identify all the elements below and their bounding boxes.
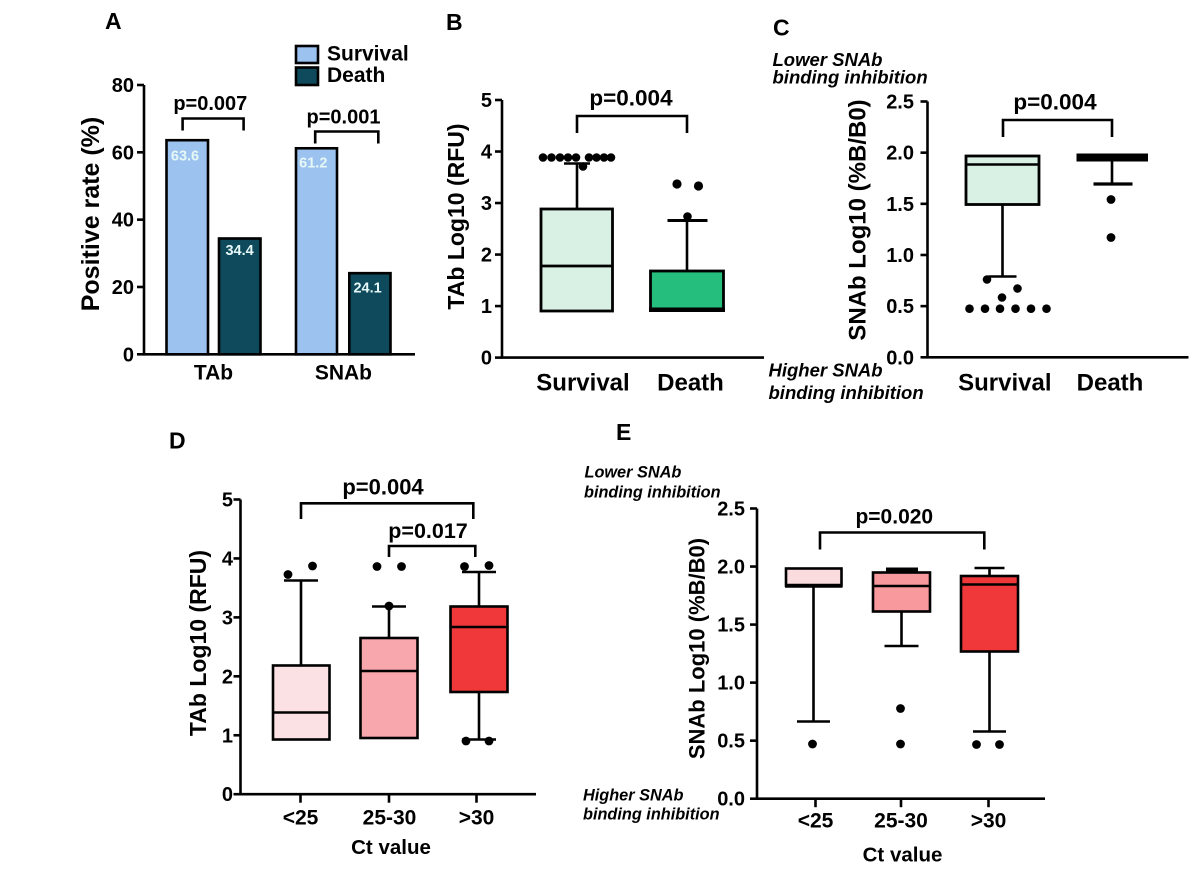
svg-text:binding inhibition: binding inhibition	[584, 484, 721, 502]
svg-text:Ct value: Ct value	[351, 836, 431, 859]
svg-text:0: 0	[481, 348, 492, 370]
svg-text:A: A	[105, 8, 122, 34]
svg-text:p=0.004: p=0.004	[1013, 90, 1097, 115]
svg-text:0: 0	[123, 344, 134, 366]
svg-text:Death: Death	[657, 370, 724, 397]
svg-text:2.5: 2.5	[717, 499, 745, 521]
svg-text:61.2: 61.2	[299, 156, 327, 172]
svg-text:40: 40	[112, 210, 134, 232]
svg-text:0.5: 0.5	[717, 731, 745, 753]
svg-text:3: 3	[222, 607, 233, 629]
svg-text:2: 2	[222, 666, 233, 688]
svg-text:63.6: 63.6	[171, 149, 199, 165]
svg-text:0: 0	[222, 784, 233, 806]
svg-text:<25: <25	[283, 807, 319, 830]
svg-text:p=0.007: p=0.007	[173, 93, 247, 115]
svg-text:p=0.017: p=0.017	[388, 519, 468, 543]
svg-text:p=0.004: p=0.004	[342, 475, 424, 500]
svg-text:0.0: 0.0	[717, 789, 745, 811]
svg-text:>30: >30	[971, 810, 1007, 833]
svg-text:p=0.004: p=0.004	[589, 86, 673, 111]
svg-text:Lower SNAb: Lower SNAb	[773, 49, 883, 70]
svg-text:1: 1	[481, 296, 492, 318]
svg-text:p=0.020: p=0.020	[855, 506, 933, 529]
svg-text:Higher SNAb: Higher SNAb	[583, 787, 683, 805]
svg-text:5: 5	[222, 490, 233, 512]
svg-text:Higher SNAb: Higher SNAb	[769, 360, 883, 381]
svg-text:5: 5	[481, 90, 492, 112]
svg-text:TAb: TAb	[194, 362, 233, 385]
svg-text:>30: >30	[459, 807, 495, 830]
svg-text:4: 4	[222, 548, 234, 570]
svg-text:25-30: 25-30	[874, 810, 928, 833]
svg-text:Survival: Survival	[536, 370, 629, 397]
svg-text:4: 4	[481, 142, 493, 164]
svg-text:TAb Log10 (RFU): TAb Log10 (RFU)	[443, 123, 469, 309]
svg-text:2.5: 2.5	[886, 92, 914, 114]
svg-text:binding inhibition: binding inhibition	[769, 382, 924, 403]
svg-text:1.5: 1.5	[886, 194, 914, 216]
svg-text:80: 80	[112, 75, 134, 97]
svg-text:binding inhibition: binding inhibition	[583, 806, 720, 824]
svg-text:0.0: 0.0	[886, 347, 914, 369]
svg-text:2: 2	[481, 245, 492, 267]
svg-text:Survival: Survival	[958, 370, 1051, 397]
svg-text:Lower SNAb: Lower SNAb	[585, 464, 682, 482]
svg-text:binding inhibition: binding inhibition	[773, 67, 928, 88]
svg-text:34.4: 34.4	[225, 243, 253, 259]
svg-text:Ct value: Ct value	[863, 844, 943, 867]
svg-text:2.0: 2.0	[886, 143, 914, 165]
svg-text:2.0: 2.0	[717, 557, 745, 579]
svg-text:1.5: 1.5	[717, 615, 745, 637]
svg-text:B: B	[446, 9, 463, 35]
svg-text:1: 1	[222, 725, 233, 747]
svg-text:SNAb Log10 (%B/B0): SNAb Log10 (%B/B0)	[685, 538, 710, 759]
svg-text:SNAb: SNAb	[315, 362, 372, 385]
svg-text:20: 20	[112, 277, 134, 299]
svg-text:E: E	[616, 419, 631, 445]
svg-text:Positive rate (%): Positive rate (%)	[77, 117, 105, 312]
svg-text:C: C	[773, 15, 790, 41]
svg-text:TAb Log10 (RFU): TAb Log10 (RFU)	[185, 550, 211, 736]
svg-text:Death: Death	[1077, 370, 1144, 397]
svg-text:SNAb Log10 (%B/B0): SNAb Log10 (%B/B0)	[845, 99, 872, 340]
svg-text:p=0.001: p=0.001	[307, 107, 381, 129]
svg-text:1.0: 1.0	[717, 673, 745, 695]
svg-text:1.0: 1.0	[886, 245, 914, 267]
svg-text:60: 60	[112, 142, 134, 164]
svg-text:0.5: 0.5	[886, 296, 914, 318]
svg-text:24.1: 24.1	[353, 281, 381, 297]
svg-text:3: 3	[481, 193, 492, 215]
svg-text:<25: <25	[798, 810, 834, 833]
svg-text:Survival: Survival	[327, 43, 409, 66]
svg-text:D: D	[169, 428, 186, 454]
svg-text:25-30: 25-30	[363, 807, 417, 830]
svg-text:Death: Death	[327, 64, 385, 87]
